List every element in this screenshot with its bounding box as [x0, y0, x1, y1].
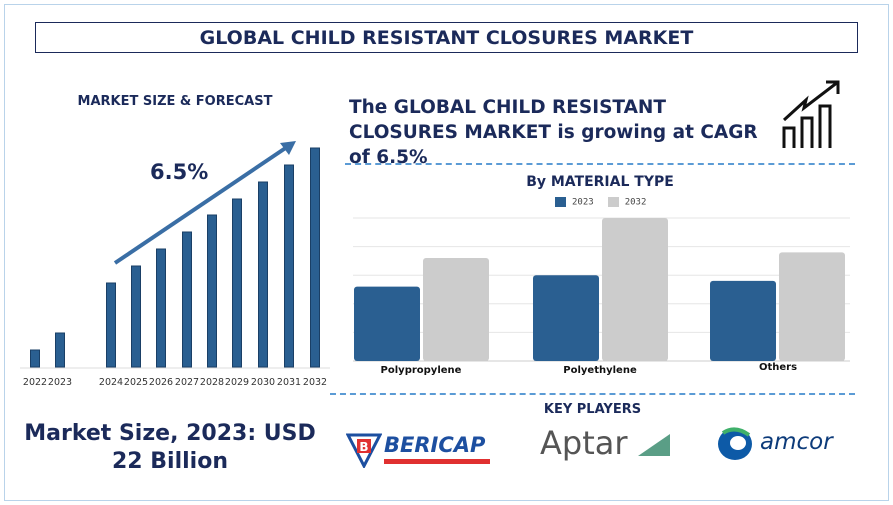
cagr-label: 6.5% — [150, 160, 209, 184]
bar-2027 — [182, 231, 192, 368]
material-legend: 2023 2032 — [555, 197, 646, 208]
divider-top — [345, 163, 855, 165]
legend-item-2023: 2023 — [555, 197, 594, 208]
material-type-title: By MATERIAL TYPE — [526, 174, 674, 190]
bar-2023 — [55, 332, 65, 368]
bar-polyethylene-2032 — [602, 218, 668, 361]
bar-2026 — [156, 248, 166, 368]
bar-polypropylene-2032 — [423, 258, 489, 361]
year-label: 2031 — [277, 377, 301, 388]
amcor-swirl-icon — [718, 427, 752, 460]
year-label: 2030 — [251, 377, 275, 388]
bar-others-2023 — [710, 280, 776, 361]
bar-2024 — [106, 282, 116, 368]
amcor-logo: amcor — [715, 425, 840, 465]
aptar-leaf-icon — [638, 434, 670, 456]
year-label: 2025 — [124, 377, 148, 388]
legend-item-2032: 2032 — [607, 197, 647, 208]
bericap-triangle-icon: B — [346, 433, 382, 468]
bar-2025 — [131, 265, 141, 368]
bericap-wordmark: BERICAP — [384, 433, 486, 457]
aptar-wordmark: Aptar — [540, 424, 628, 462]
bar-2028 — [207, 214, 217, 368]
bar-2022 — [30, 349, 40, 368]
aptar-logo: Aptar — [540, 424, 675, 468]
bar-others-2032 — [779, 252, 845, 361]
page-title: GLOBAL CHILD RESISTANT CLOSURES MARKET — [35, 22, 858, 53]
year-label: 2027 — [175, 377, 199, 388]
bar-polyethylene-2023 — [533, 275, 599, 361]
legend-label: 2023 — [572, 197, 594, 208]
forecast-bar-chart: 2022 2023 2024 2025 2026 2027 2028 2029 2030 2031… — [20, 141, 330, 388]
growth-arrowhead-icon — [280, 141, 296, 155]
bar-2031 — [284, 164, 294, 368]
category-label-polypropylene: Polypropylene — [380, 365, 462, 376]
year-label: 2029 — [225, 377, 249, 388]
page-frame — [4, 4, 889, 501]
market-size-text: Market Size, 2023: USD 22 Billion — [24, 421, 316, 474]
legend-label: 2032 — [624, 197, 647, 208]
cagr-statement: The GLOBAL CHILD RESISTANT CLOSURES MARK… — [349, 97, 758, 168]
year-label: 2032 — [303, 377, 327, 388]
bar-polypropylene-2023 — [354, 286, 420, 361]
year-label: 2026 — [149, 377, 173, 388]
bar-chart-growth-arrow-icon — [782, 80, 840, 148]
category-label-polyethylene: Polyethylene — [563, 365, 637, 376]
material-bar-chart — [353, 217, 850, 362]
category-label-others: Others — [758, 362, 798, 373]
bar-2032 — [310, 147, 320, 368]
svg-text:B: B — [359, 440, 368, 454]
year-label: 2023 — [48, 377, 72, 388]
bar-2030 — [258, 181, 268, 368]
growth-arrow — [113, 143, 292, 265]
bar-2029 — [232, 198, 242, 368]
market-size-heading: MARKET SIZE & FORECAST — [77, 94, 273, 109]
year-label: 2022 — [23, 377, 47, 388]
bericap-underline — [384, 459, 490, 464]
year-label: 2028 — [200, 377, 224, 388]
amcor-wordmark: amcor — [760, 429, 833, 455]
key-players-heading: KEY PLAYERS — [543, 402, 642, 417]
bericap-logo: B BERICAP — [346, 430, 491, 470]
year-label: 2024 — [99, 377, 123, 388]
divider-bottom — [330, 393, 855, 395]
